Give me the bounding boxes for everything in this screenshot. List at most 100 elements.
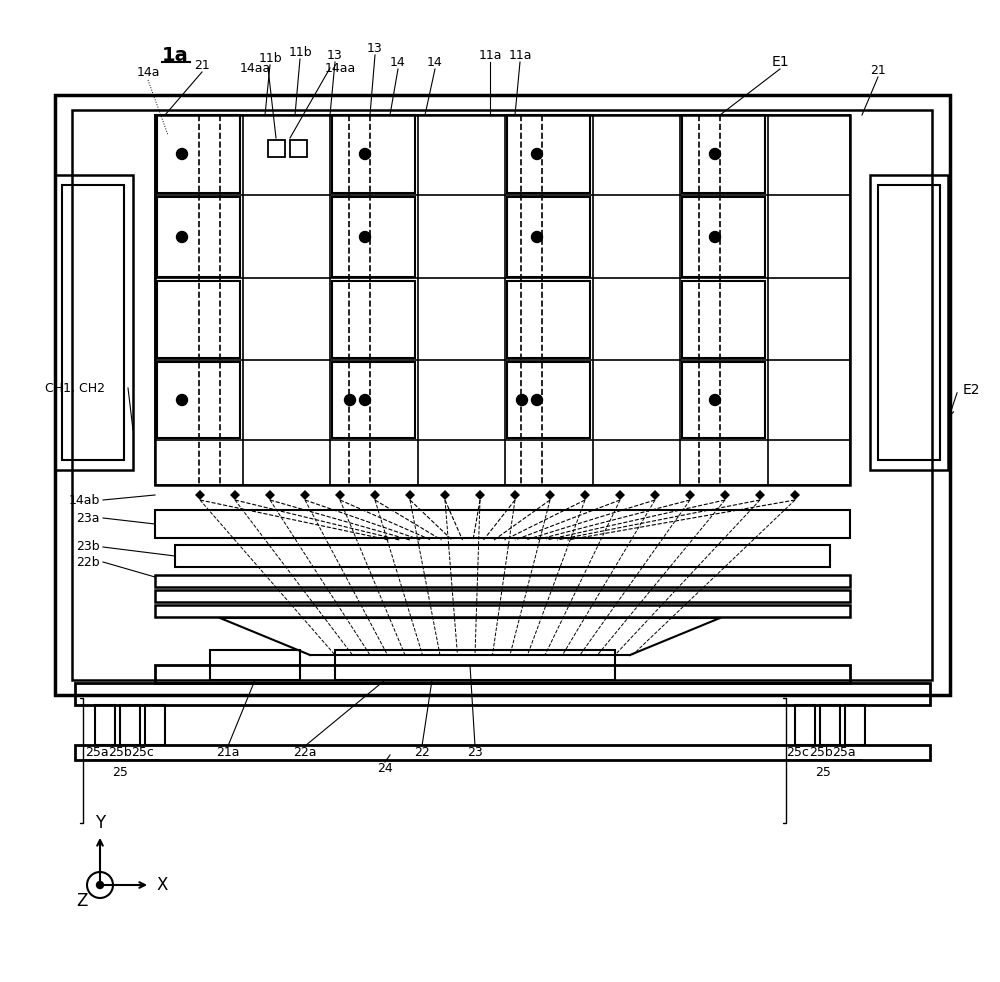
Text: 21a: 21a	[216, 745, 240, 758]
Bar	[95, 705, 115, 745]
Circle shape	[96, 882, 104, 889]
Text: 23: 23	[467, 745, 483, 758]
Circle shape	[360, 148, 370, 159]
Polygon shape	[580, 490, 590, 500]
Bar	[120, 705, 140, 745]
Circle shape	[360, 395, 370, 406]
Text: 13: 13	[327, 48, 343, 62]
Bar	[507, 115, 590, 193]
Bar	[332, 115, 415, 193]
Text: 25b: 25b	[108, 745, 132, 758]
Bar	[157, 281, 240, 358]
Circle shape	[176, 395, 188, 406]
Bar	[62, 185, 124, 460]
Text: 25a: 25a	[832, 745, 856, 758]
Text: 22a: 22a	[293, 745, 317, 758]
Circle shape	[176, 148, 188, 159]
Text: 11b: 11b	[288, 45, 312, 59]
Circle shape	[710, 148, 720, 159]
Bar	[795, 705, 815, 745]
Bar	[507, 362, 590, 438]
Circle shape	[360, 232, 370, 243]
Bar	[155, 115, 850, 485]
Text: 25: 25	[112, 767, 128, 780]
Bar	[845, 705, 865, 745]
Bar	[682, 281, 765, 358]
Bar	[332, 281, 415, 358]
Text: 1a: 1a	[162, 45, 188, 65]
Bar	[157, 197, 240, 277]
Bar	[290, 140, 307, 157]
Text: 23b: 23b	[76, 540, 100, 554]
Polygon shape	[790, 490, 800, 500]
Bar	[72, 110, 932, 680]
Text: 24: 24	[377, 761, 393, 775]
Text: 14: 14	[427, 56, 443, 69]
Circle shape	[176, 232, 188, 243]
Text: 25b: 25b	[809, 745, 833, 758]
Circle shape	[344, 395, 356, 406]
Polygon shape	[475, 490, 485, 500]
Text: 13: 13	[367, 41, 383, 54]
Polygon shape	[265, 490, 275, 500]
Polygon shape	[615, 490, 625, 500]
Bar	[75, 683, 930, 705]
Text: E1: E1	[771, 55, 789, 69]
Text: 14aa: 14aa	[324, 62, 356, 75]
Polygon shape	[510, 490, 520, 500]
Text: 22b: 22b	[76, 556, 100, 569]
Bar	[332, 197, 415, 277]
Circle shape	[532, 232, 542, 243]
Polygon shape	[545, 490, 555, 500]
Circle shape	[532, 395, 542, 406]
Bar	[155, 665, 850, 683]
Polygon shape	[720, 490, 730, 500]
Polygon shape	[405, 490, 415, 500]
Text: 11a: 11a	[508, 48, 532, 62]
Bar	[682, 362, 765, 438]
Bar	[507, 197, 590, 277]
Circle shape	[710, 395, 720, 406]
Polygon shape	[195, 490, 205, 500]
Bar	[332, 362, 415, 438]
Text: 11b: 11b	[258, 51, 282, 65]
Text: CH1, CH2: CH1, CH2	[45, 381, 105, 395]
Polygon shape	[685, 490, 695, 500]
Text: 21: 21	[870, 64, 886, 77]
Polygon shape	[650, 490, 660, 500]
Bar	[507, 281, 590, 358]
Polygon shape	[370, 490, 380, 500]
Bar	[820, 705, 840, 745]
Text: 25a: 25a	[85, 745, 109, 758]
Text: 25c: 25c	[132, 745, 154, 758]
Text: 22: 22	[414, 745, 430, 758]
Text: Y: Y	[95, 814, 105, 832]
Text: 14: 14	[390, 56, 406, 69]
Polygon shape	[300, 490, 310, 500]
Text: 14aa: 14aa	[239, 62, 271, 75]
Text: 21: 21	[194, 59, 210, 72]
Bar	[155, 590, 850, 602]
Text: 25: 25	[815, 767, 831, 780]
Bar	[75, 745, 930, 760]
Bar	[210, 650, 300, 680]
Bar	[155, 510, 850, 538]
Bar	[155, 605, 850, 617]
Text: X: X	[156, 876, 168, 894]
Circle shape	[516, 395, 528, 406]
Text: 14a: 14a	[136, 66, 160, 79]
Polygon shape	[755, 490, 765, 500]
Bar	[55, 95, 950, 695]
Circle shape	[710, 232, 720, 243]
Bar	[268, 140, 285, 157]
Polygon shape	[230, 490, 240, 500]
Bar	[870, 175, 948, 470]
Bar	[682, 115, 765, 193]
Text: Z: Z	[76, 892, 88, 910]
Bar	[157, 115, 240, 193]
Text: 23a: 23a	[76, 512, 100, 524]
Bar	[157, 362, 240, 438]
Bar	[145, 705, 165, 745]
Text: 14ab: 14ab	[69, 494, 100, 507]
Bar	[682, 197, 765, 277]
